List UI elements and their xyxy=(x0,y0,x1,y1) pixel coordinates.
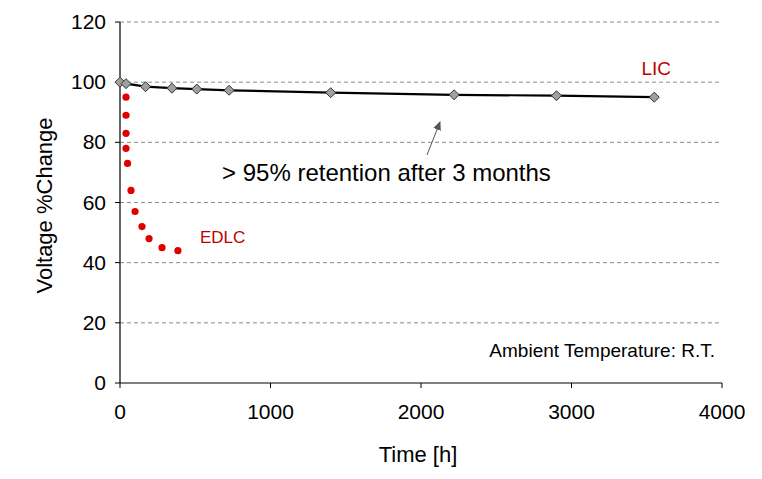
grid-line xyxy=(120,322,722,323)
data-point xyxy=(122,145,129,152)
x-tick-label: 0 xyxy=(114,400,126,423)
x-tick xyxy=(571,383,572,388)
data-point xyxy=(649,92,659,102)
data-point xyxy=(122,112,129,119)
annotation: > 95% retention after 3 months xyxy=(222,159,551,186)
x-tick xyxy=(120,383,121,388)
data-point xyxy=(124,160,131,167)
y-tick-label: 120 xyxy=(71,10,106,33)
x-tick-label: 1000 xyxy=(247,400,294,423)
y-tick-label: 20 xyxy=(83,311,106,334)
y-tick-label: 100 xyxy=(71,70,106,93)
y-tick-label: 80 xyxy=(83,130,106,153)
data-point xyxy=(224,85,234,95)
annotation: Ambient Temperature: R.T. xyxy=(489,340,715,361)
data-point xyxy=(141,82,151,92)
data-point xyxy=(158,244,165,251)
data-point xyxy=(122,94,129,101)
data-point xyxy=(326,88,336,98)
grid-line xyxy=(120,82,722,83)
series-label: EDLC xyxy=(200,228,245,247)
grid-line xyxy=(120,142,722,143)
chart-root: 0 20 40 60 80 100 120 0 1000 2000 3000 4000 Time [h]… xyxy=(0,0,762,479)
y-tick xyxy=(115,142,120,143)
data-point xyxy=(121,79,131,89)
x-tick xyxy=(421,383,422,388)
grid-line xyxy=(120,262,722,263)
data-point xyxy=(122,130,129,137)
data-point xyxy=(127,187,134,194)
x-tick-label: 4000 xyxy=(699,400,746,423)
y-tick xyxy=(115,383,120,384)
x-tick xyxy=(270,383,271,388)
data-point xyxy=(551,91,561,101)
y-tick xyxy=(115,22,120,23)
data-point xyxy=(145,235,152,242)
y-axis xyxy=(119,22,120,383)
x-tick xyxy=(722,383,723,388)
data-point xyxy=(174,247,181,254)
series-label: LIC xyxy=(641,58,671,79)
data-point xyxy=(138,223,145,230)
y-axis-title: Voltage %Change xyxy=(32,117,57,293)
y-tick xyxy=(115,202,120,203)
annotation-arrow xyxy=(427,122,440,155)
y-tick-label: 60 xyxy=(83,191,106,214)
x-tick-label: 3000 xyxy=(548,400,595,423)
data-point xyxy=(167,83,177,93)
grid-line xyxy=(120,202,722,203)
y-tick-label: 40 xyxy=(83,251,106,274)
y-tick xyxy=(115,262,120,263)
data-point xyxy=(192,84,202,94)
series-line xyxy=(120,82,654,97)
x-axis-title: Time [h] xyxy=(379,442,458,467)
data-point xyxy=(449,90,459,100)
y-tick xyxy=(115,322,120,323)
data-point xyxy=(131,208,138,215)
chart-svg: 0 20 40 60 80 100 120 0 1000 2000 3000 4000 Time [h]… xyxy=(0,0,762,479)
y-tick-label: 0 xyxy=(94,371,106,394)
x-tick-label: 2000 xyxy=(398,400,445,423)
plot-area xyxy=(115,77,659,254)
grid-line xyxy=(120,22,722,23)
